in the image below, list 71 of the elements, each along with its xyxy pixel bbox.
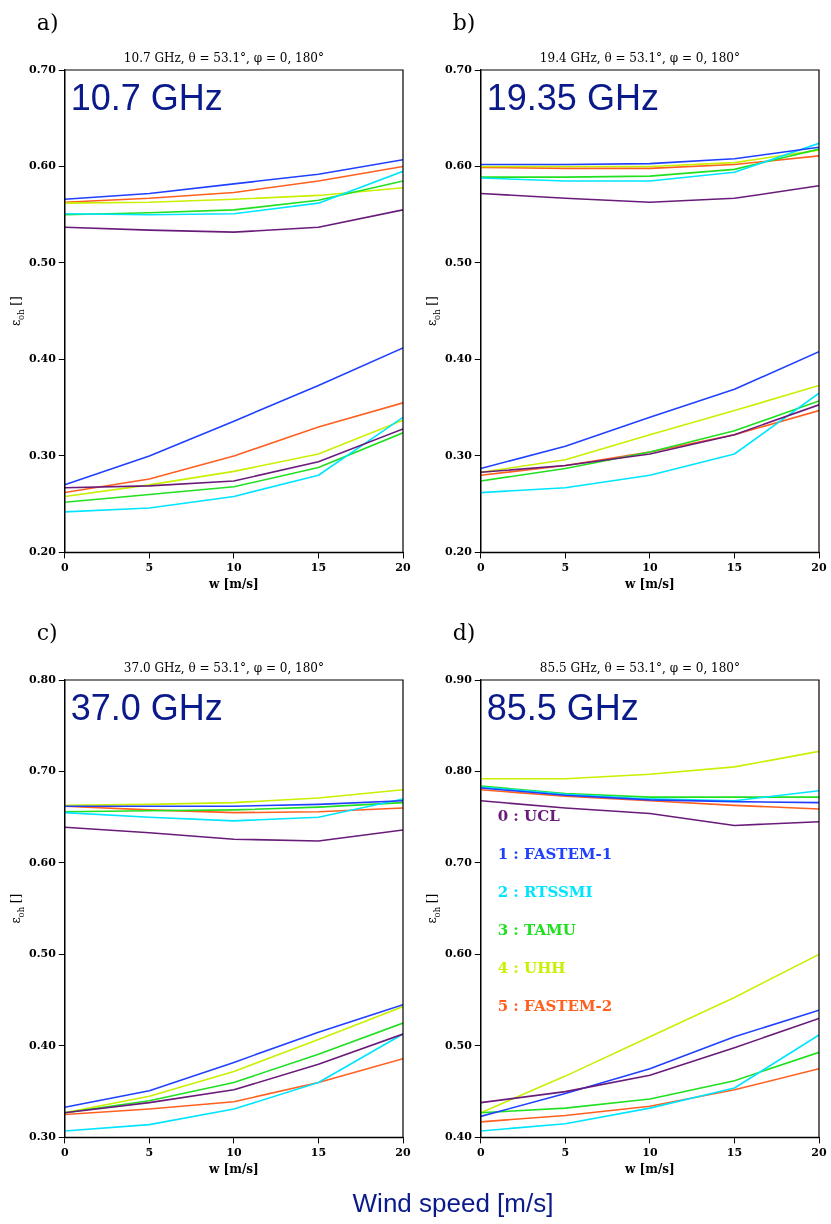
- x-tick-label: 20: [395, 1145, 411, 1159]
- x-tick-label: 5: [145, 1145, 154, 1159]
- text: 4 : UHH: [497, 959, 566, 978]
- y-tick-label: 0.60: [28, 855, 57, 869]
- text: 1 : FASTEM-1: [497, 845, 613, 864]
- y-tick-label: 0.60: [28, 159, 57, 173]
- y-tick-label: 0.70: [444, 62, 473, 76]
- annotation: 19.35 GHz: [486, 76, 659, 118]
- chart-title: 19.4 GHz, θ = 53.1°, φ = 0, 180°: [539, 51, 740, 65]
- y-tick-label: 0.40: [28, 352, 57, 366]
- y-axis-title: εoh []: [9, 893, 27, 924]
- annotation: 85.5 GHz: [486, 686, 639, 728]
- y-tick-label: 0.40: [444, 352, 473, 366]
- y-tick-label: 0.70: [444, 855, 473, 869]
- x-tick-label: 5: [561, 1145, 570, 1159]
- y-tick-label: 0.60: [444, 159, 473, 173]
- y-tick-label: 0.30: [28, 1130, 57, 1144]
- x-tick-label: 5: [145, 560, 154, 574]
- x-tick-label: 15: [310, 1145, 327, 1159]
- text: 2 : RTSSMI: [497, 883, 593, 902]
- x-tick-label: 20: [811, 1145, 827, 1159]
- y-tick-label: 0.80: [444, 764, 473, 778]
- x-tick-label: 20: [811, 560, 827, 574]
- x-tick-label: 20: [395, 560, 411, 574]
- y-tick-label: 0.20: [28, 545, 57, 559]
- x-tick-label: 0: [476, 1145, 485, 1159]
- y-tick-label: 0.20: [444, 545, 473, 559]
- x-axis-title: w [m/s]: [624, 576, 675, 591]
- series-label: 0 : UCL: [497, 807, 561, 826]
- y-tick-label: 0.90: [444, 672, 473, 686]
- y-tick-label: 0.30: [444, 448, 473, 462]
- y-tick-label: 0.30: [28, 448, 57, 462]
- x-tick-label: 15: [726, 560, 743, 574]
- x-tick-label: 0: [476, 560, 485, 574]
- chart-title: 85.5 GHz, θ = 53.1°, φ = 0, 180°: [539, 661, 740, 675]
- annotation: 10.7 GHz: [70, 76, 223, 118]
- y-tick-label: 0.40: [28, 1038, 57, 1052]
- text: 5 : FASTEM-2: [497, 997, 613, 1016]
- y-axis-title: εoh []: [425, 893, 443, 924]
- text: d): [452, 620, 476, 645]
- x-tick-label: 15: [726, 1145, 743, 1159]
- y-tick-label: 0.50: [444, 255, 473, 269]
- text: Wind speed [m/s]: [352, 1188, 554, 1219]
- text: a): [36, 10, 59, 35]
- x-axis-title: w [m/s]: [624, 1161, 675, 1176]
- x-tick-label: 10: [226, 1145, 242, 1159]
- x-tick-label: 5: [561, 560, 570, 574]
- y-tick-label: 0.70: [28, 764, 57, 778]
- x-axis-title: w [m/s]: [208, 576, 259, 591]
- chart-title: 10.7 GHz, θ = 53.1°, φ = 0, 180°: [123, 51, 324, 65]
- chart-title: 37.0 GHz, θ = 53.1°, φ = 0, 180°: [123, 661, 324, 675]
- text: 3 : TAMU: [497, 921, 576, 940]
- x-tick-label: 10: [642, 560, 658, 574]
- x-tick-label: 10: [226, 560, 242, 574]
- y-tick-label: 0.60: [444, 947, 473, 961]
- x-axis-title: w [m/s]: [208, 1161, 259, 1176]
- annotation: 37.0 GHz: [70, 686, 223, 728]
- y-tick-label: 0.40: [444, 1130, 473, 1144]
- y-axis-title: εoh []: [9, 296, 27, 327]
- y-tick-label: 0.50: [28, 255, 57, 269]
- x-tick-label: 15: [310, 560, 327, 574]
- y-axis-title: εoh []: [425, 296, 443, 327]
- y-tick-label: 0.50: [444, 1038, 473, 1052]
- x-tick-label: 0: [60, 560, 69, 574]
- y-tick-label: 0.80: [28, 672, 57, 686]
- y-tick-label: 0.70: [28, 62, 57, 76]
- text: b): [452, 10, 476, 35]
- y-tick-label: 0.50: [28, 947, 57, 961]
- x-tick-label: 0: [60, 1145, 69, 1159]
- text: c): [36, 620, 58, 645]
- x-tick-label: 10: [642, 1145, 658, 1159]
